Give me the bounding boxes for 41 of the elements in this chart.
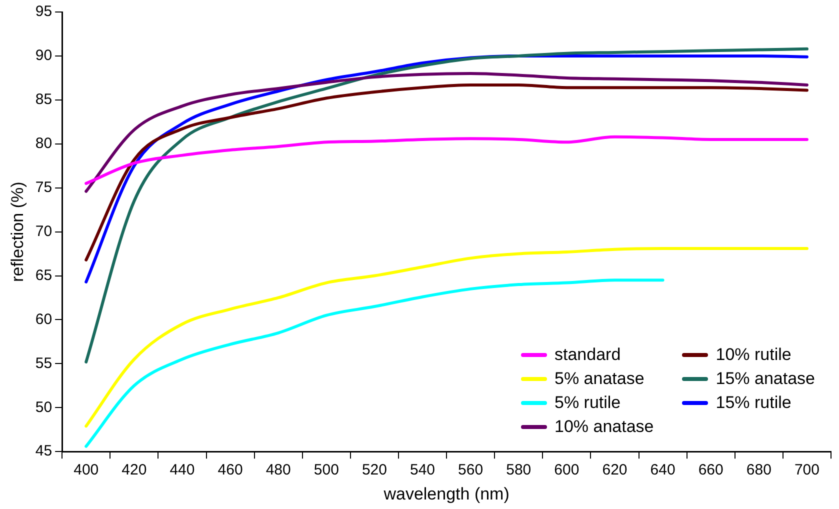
y-tick-label: 55 [35,354,52,372]
x-tick-label: 420 [122,462,147,479]
y-tick-label: 80 [35,135,52,152]
y-tick-label: 60 [35,310,52,328]
y-tick-label: 50 [35,398,52,416]
x-tick-label: 500 [314,462,339,479]
legend-label: 10% anatase [554,417,654,437]
y-tick-label: 95 [35,3,52,20]
y-tick-label: 85 [35,91,52,108]
y-tick-label: 75 [35,178,52,196]
x-tick-label: 480 [266,462,291,479]
x-tick-label: 700 [794,462,820,479]
legend-label: 5% anatase [554,369,644,389]
y-axis-title: reflection (%) [8,182,27,282]
y-tick-label: 90 [35,47,52,64]
legend-label: standard [554,345,621,365]
x-tick-label: 660 [698,462,724,479]
legend-label: 10% rutile [716,345,792,365]
x-tick-label: 680 [746,462,772,479]
x-tick-label: 600 [554,462,580,479]
x-tick-label: 440 [170,462,195,479]
legend-label: 15% rutile [716,393,792,413]
x-tick-label: 520 [362,462,387,479]
x-tick-label: 460 [218,462,243,479]
y-tick-label: 45 [35,442,52,460]
x-axis-title: wavelength (nm) [382,484,510,504]
line-series [84,72,808,193]
x-tick-label: 620 [602,462,628,479]
x-tick-label: 560 [458,462,484,479]
x-tick-label: 640 [650,462,676,479]
line-series [84,47,808,364]
y-tick-label: 65 [35,266,52,284]
x-tick-label: 540 [410,462,436,479]
x-tick-label: 580 [506,462,532,479]
legend-label: 15% anatase [716,369,815,389]
line-series [84,83,808,262]
line-series [84,278,664,448]
line-series [84,135,808,185]
y-tick-label: 70 [35,222,52,240]
legend-label: 5% rutile [554,393,621,413]
x-tick-label: 400 [74,462,99,479]
